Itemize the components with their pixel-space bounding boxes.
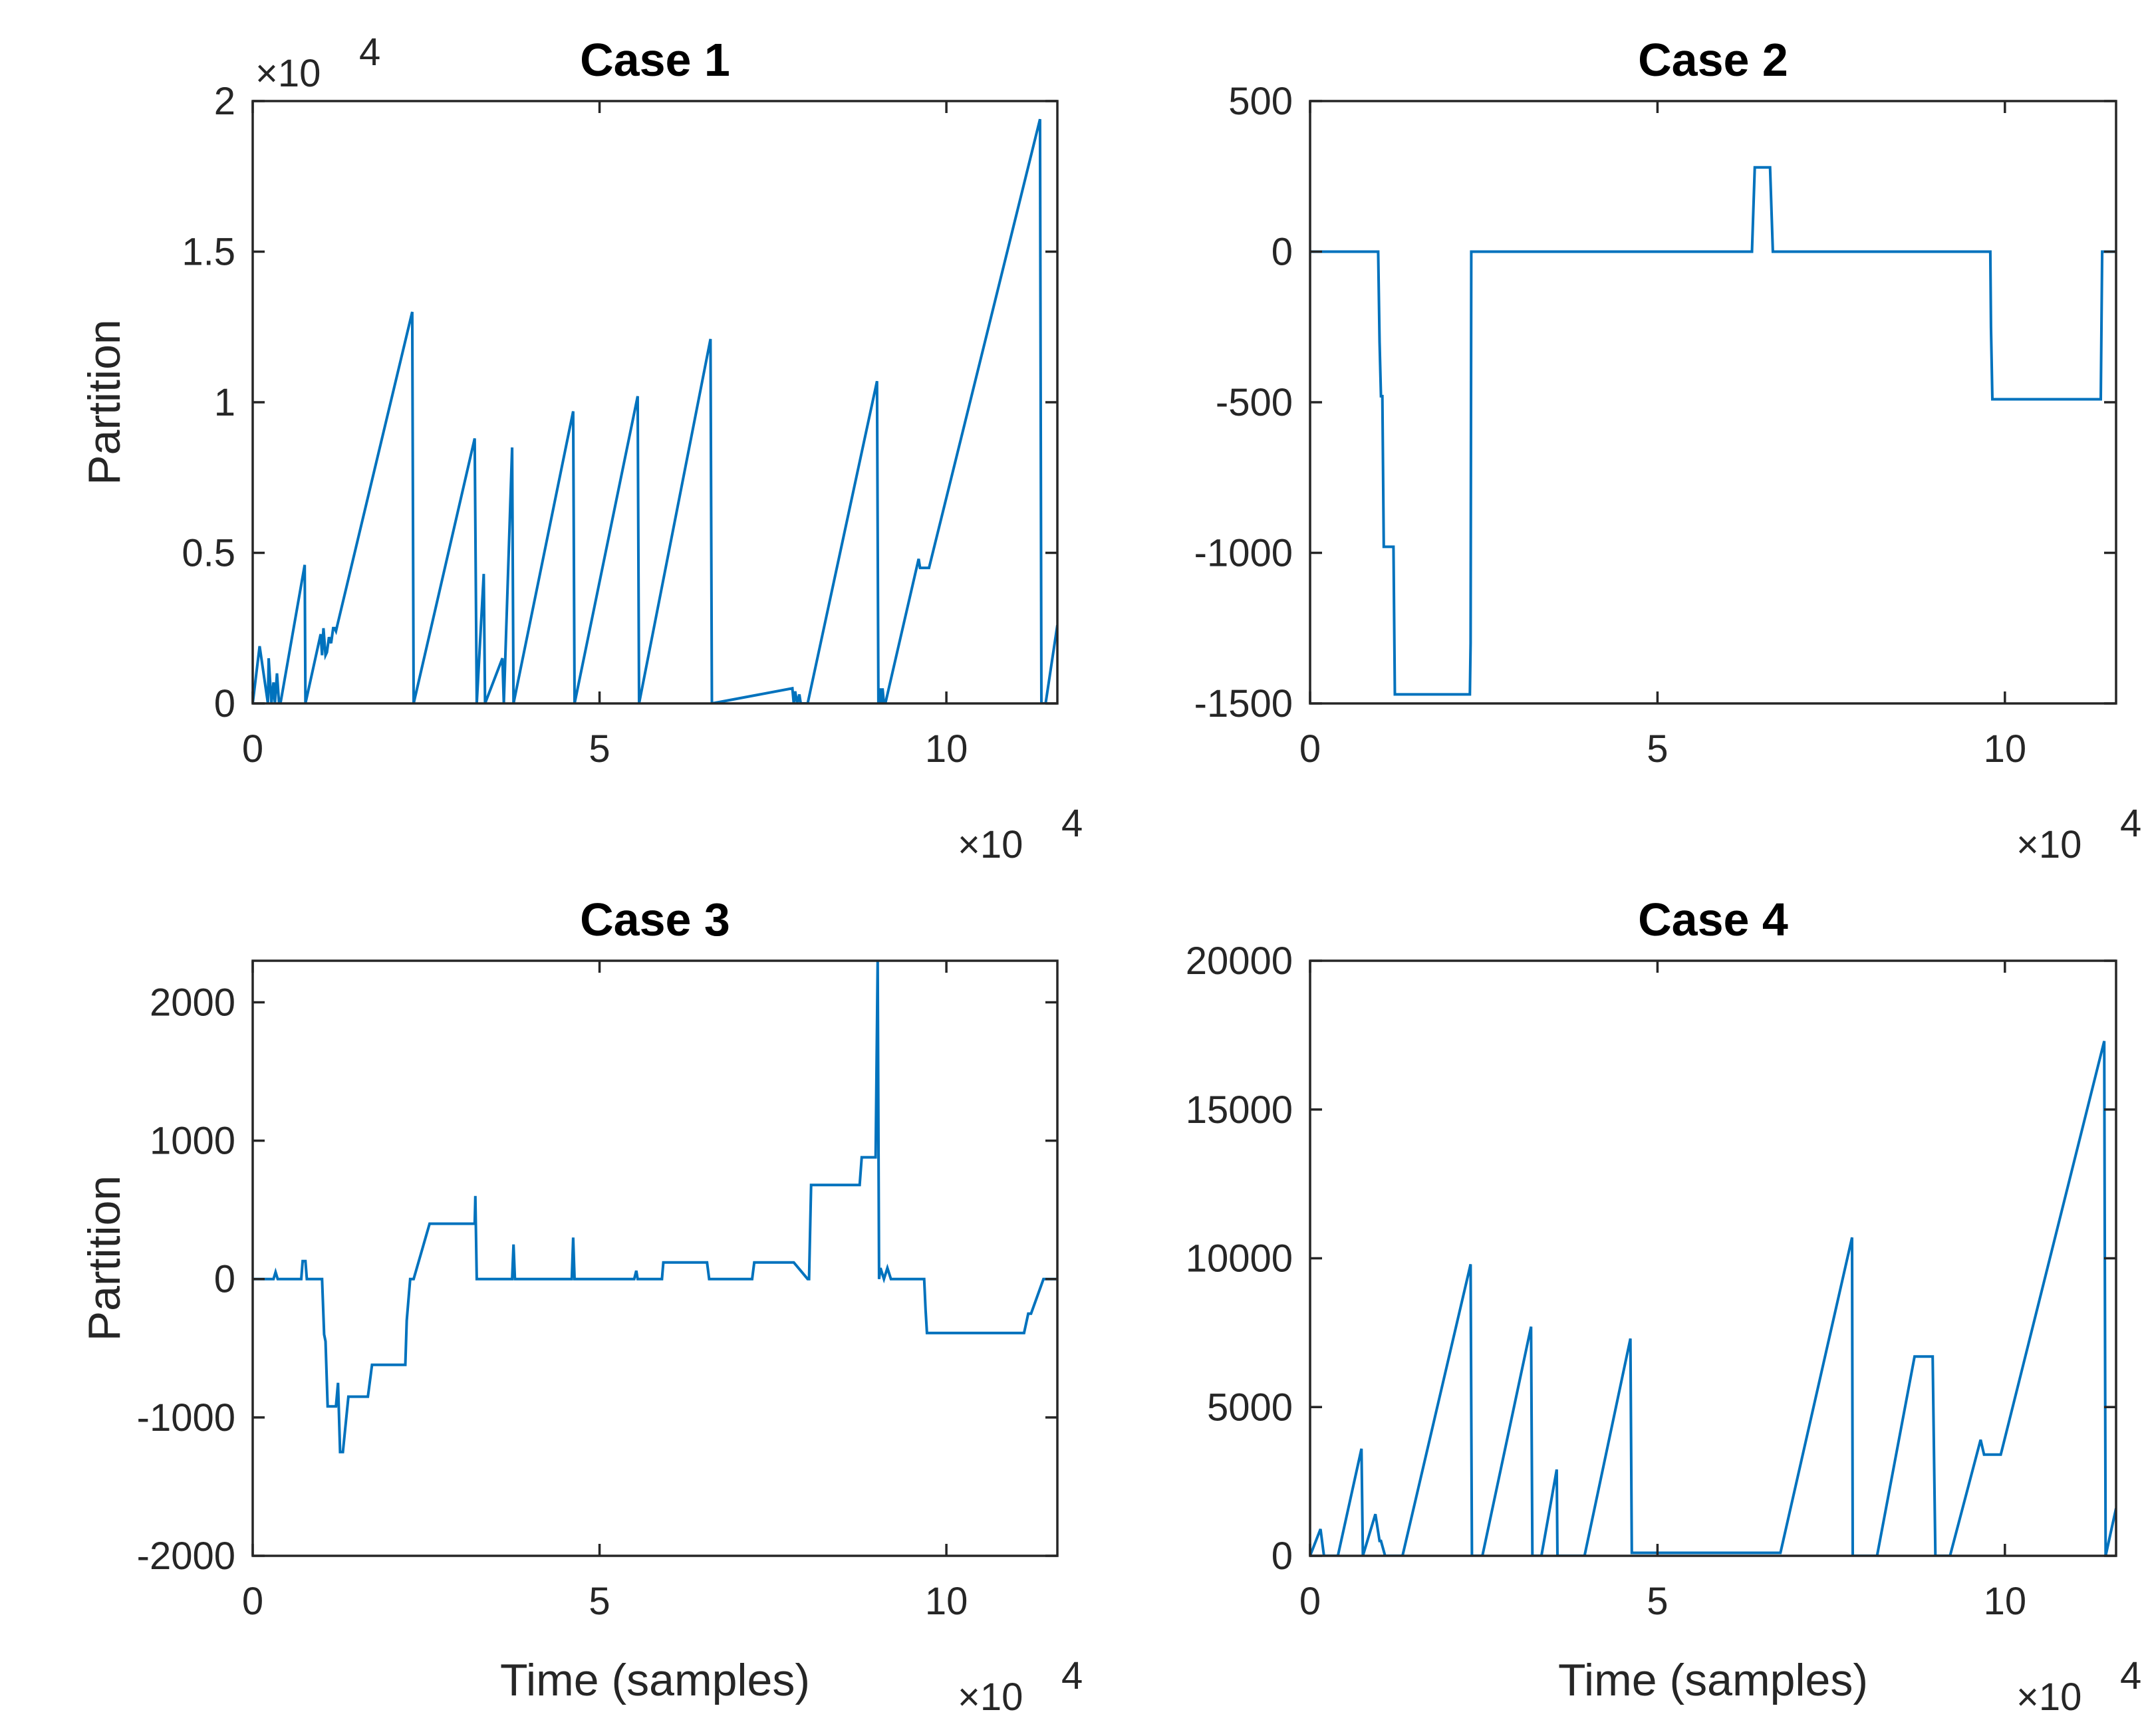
chart-panel-2: 0 5 10 -1500 -1000 -500 0 500 Case 2 ×10 4 (1194, 34, 2142, 866)
chart-panel-3: 0 5 10 -2000 -1000 0 1000 2000 Case 3 Partition Ti… (79, 894, 1083, 1719)
chart-title: Case 2 (1638, 34, 1788, 86)
chart-title: Case 4 (1638, 894, 1788, 945)
plot-area (1310, 101, 2116, 703)
x-tick-label: 10 (1984, 727, 2027, 771)
x-exponent-label: ×10 (2016, 823, 2081, 866)
x-exponent-power: 4 (1061, 1654, 1083, 1697)
y-exponent-power: 4 (359, 31, 380, 74)
x-axis-label: Time (samples) (1558, 1655, 1868, 1705)
y-tick-label: 0 (214, 1258, 235, 1301)
x-exponent-power: 4 (1061, 802, 1083, 845)
chart-panel-1: 0 5 10 0 0.5 1 1.5 2 Case 1 Partition ×10 4 ×10 4 (79, 31, 1083, 866)
y-tick-label: -500 (1216, 381, 1293, 424)
chart-title: Case 3 (580, 894, 730, 945)
y-tick-label: 0 (1272, 231, 1293, 274)
y-tick-label: -2000 (137, 1535, 235, 1578)
y-tick-label: 20000 (1186, 939, 1293, 983)
x-tick-label: 10 (1984, 1580, 2027, 1623)
plot-area (1310, 961, 2116, 1556)
y-tick-label: 0 (214, 682, 235, 725)
y-tick-label: 5000 (1207, 1386, 1293, 1429)
y-tick-label: 1000 (150, 1120, 235, 1163)
axes-box (251, 959, 1059, 1557)
x-axis-label: Time (samples) (500, 1655, 810, 1705)
x-tick-label: 5 (1647, 1580, 1668, 1623)
y-tick-label: -1000 (1194, 532, 1293, 575)
x-exponent-power: 4 (2120, 802, 2141, 845)
plot-area (253, 101, 1057, 703)
x-exponent-label: ×10 (958, 823, 1023, 866)
x-exponent-label: ×10 (958, 1675, 1023, 1719)
chart-panel-4: 0 5 10 0 5000 10000 15000 20000 Case 4 Time (samp… (1186, 894, 2142, 1719)
x-tick-label: 0 (242, 1580, 263, 1623)
data-series-line (1310, 1041, 2116, 1556)
y-tick-label: 2 (214, 80, 235, 123)
data-series-line (253, 961, 1057, 1453)
x-tick-label: 10 (925, 727, 968, 771)
y-tick-label: -1500 (1194, 682, 1293, 725)
x-exponent-power: 4 (2120, 1654, 2141, 1697)
x-tick-label: 5 (589, 727, 610, 771)
y-tick-label: 1.5 (182, 231, 235, 274)
y-tick-label: 15000 (1186, 1088, 1293, 1132)
y-tick-label: 0.5 (182, 532, 235, 575)
x-tick-label: 0 (1299, 1580, 1321, 1623)
y-axis-label: Partition (79, 1176, 130, 1341)
y-tick-label: 0 (1272, 1535, 1293, 1578)
plot-area (253, 961, 1057, 1556)
x-tick-label: 0 (1299, 727, 1321, 771)
y-axis-label: Partition (79, 319, 130, 485)
x-tick-label: 10 (925, 1580, 968, 1623)
data-series-line (253, 118, 1057, 703)
y-tick-label: 2000 (150, 981, 235, 1024)
y-exponent-label: ×10 (255, 52, 321, 95)
y-tick-label: 1 (214, 381, 235, 424)
y-tick-label: -1000 (137, 1396, 235, 1439)
x-tick-label: 0 (242, 727, 263, 771)
chart-title: Case 1 (580, 34, 730, 86)
x-tick-label: 5 (1647, 727, 1668, 771)
x-tick-label: 5 (589, 1580, 610, 1623)
x-exponent-label: ×10 (2016, 1675, 2081, 1719)
y-tick-label: 10000 (1186, 1237, 1293, 1281)
y-tick-label: 500 (1228, 80, 1293, 123)
data-series-line (1310, 166, 2116, 696)
